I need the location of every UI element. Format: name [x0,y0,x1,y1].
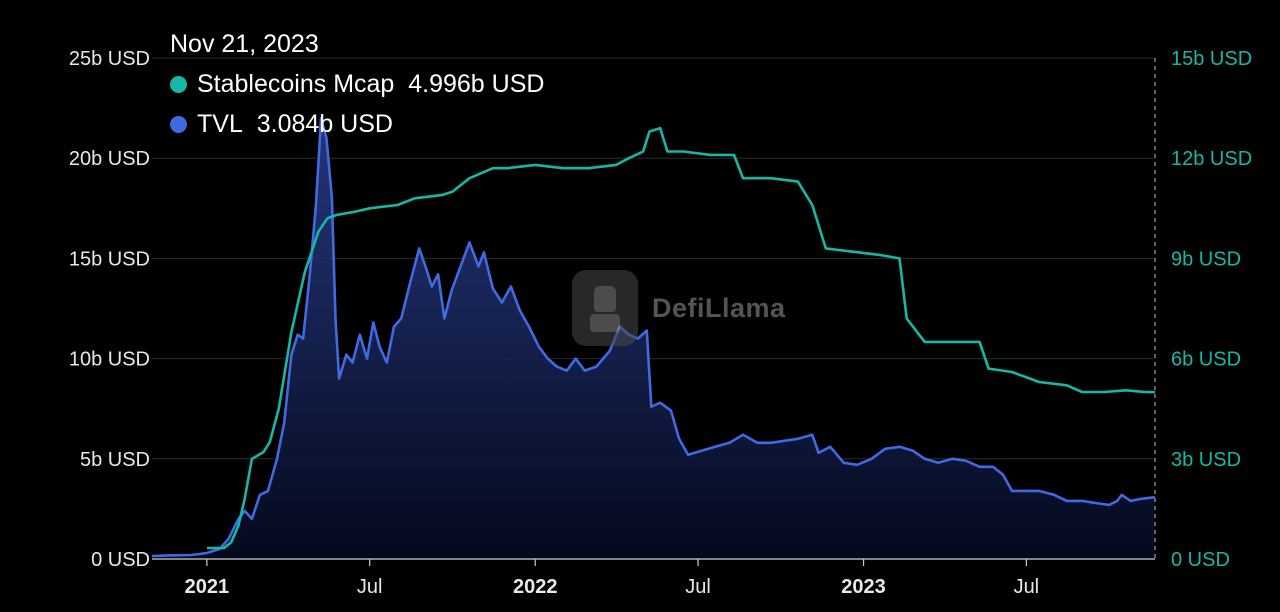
axes: 0 USD 5b USD 10b USD 15b USD 20b USD 25b USD 0… [69,48,1252,598]
tooltip-value-stablecoins: 4.996b USD [408,70,545,98]
x-tick-label: 2022 [513,576,558,598]
series-lines [151,116,1156,558]
x-tick-label: 2021 [185,576,230,598]
llama-logo-icon [572,270,638,346]
stablecoins-legend-dot-icon [170,75,187,93]
tvl-legend-dot-icon [170,115,187,133]
y-right-tick-label: 6b USD [1171,349,1241,371]
tooltip-row-tvl: TVL 3.084b USD [170,104,544,144]
tooltip: Nov 21, 2023 Stablecoins Mcap 4.996b USD… [170,24,544,144]
y-left-tick-label: 0 USD [91,549,150,571]
tooltip-date: Nov 21, 2023 [170,30,319,58]
tvl-line [151,116,1156,558]
y-right-tick-label: 0 USD [1171,549,1230,571]
y-left-tick-label: 5b USD [80,449,150,471]
y-right-tick-label: 9b USD [1171,248,1241,270]
x-tick-label: Jul [685,576,711,598]
tooltip-row-stablecoins: Stablecoins Mcap 4.996b USD [170,64,544,104]
watermark-text: DefiLlama [652,292,786,323]
x-tick-label: Jul [1014,576,1040,598]
tooltip-label-tvl: TVL [197,110,243,138]
y-left-tick-label: 25b USD [69,48,150,70]
y-right-tick-label: 12b USD [1171,148,1252,170]
defillama-watermark: DefiLlama [572,270,786,346]
y-left-tick-label: 15b USD [69,248,150,270]
x-tick-label: 2023 [841,576,886,598]
y-left-tick-label: 20b USD [69,148,150,170]
y-right-tick-label: 3b USD [1171,449,1241,471]
y-right-tick-label: 15b USD [1171,48,1252,70]
stablecoins-mcap-line [206,126,1156,550]
tooltip-value-tvl: 3.084b USD [256,110,393,138]
x-tick-label: Jul [357,576,383,598]
tooltip-label-stablecoins: Stablecoins Mcap [197,70,395,98]
y-left-tick-label: 10b USD [69,349,150,371]
